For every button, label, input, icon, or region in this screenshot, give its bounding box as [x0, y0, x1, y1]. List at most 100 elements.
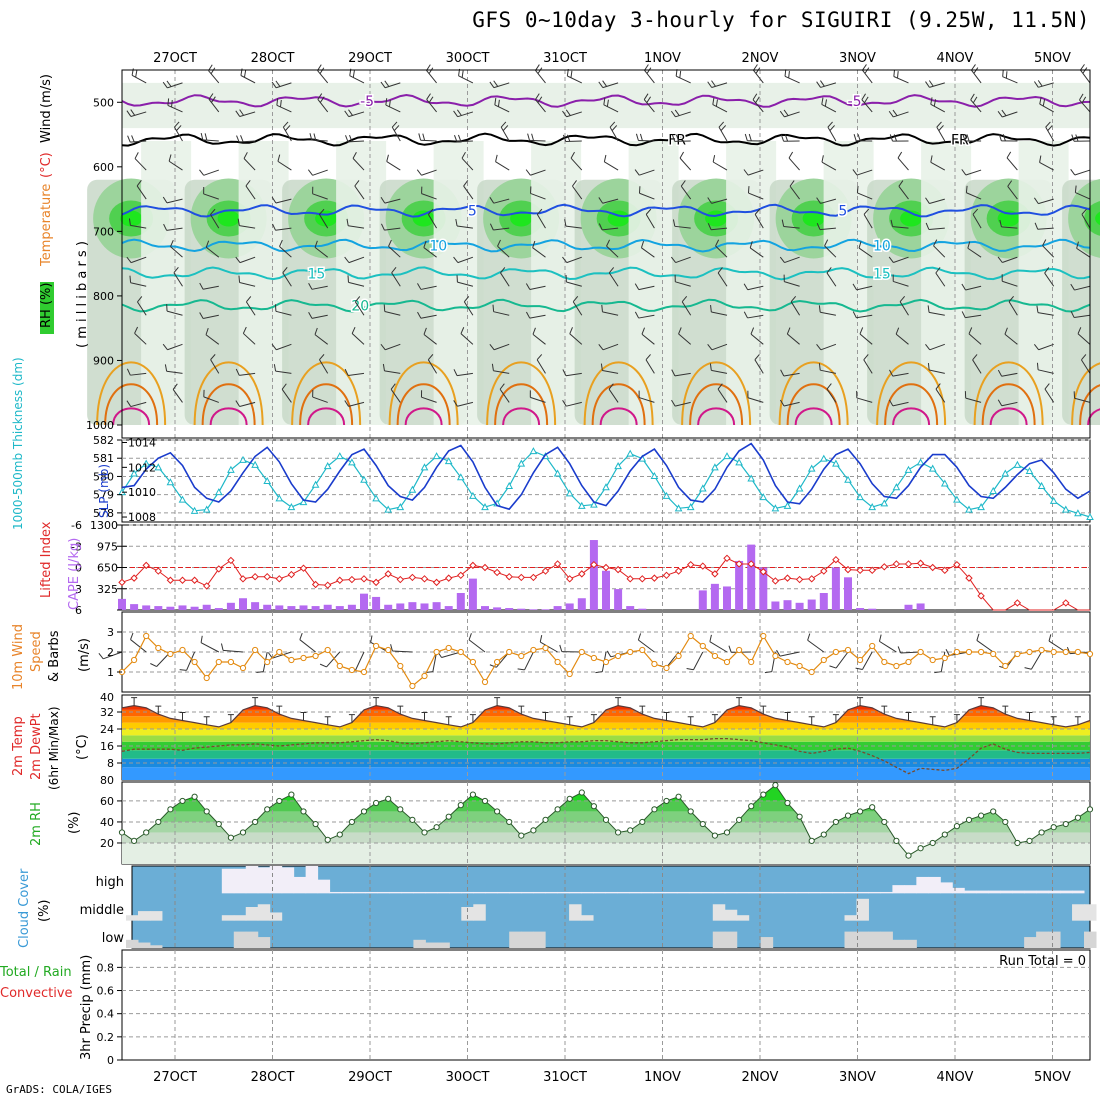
slp-marker — [989, 486, 998, 494]
rh-shade-band — [217, 210, 240, 227]
upper-wind-barb-feather — [176, 125, 182, 131]
middle-cloud-bar — [1072, 904, 1085, 921]
high-cloud-bar — [748, 891, 762, 894]
wind-speed-marker — [893, 662, 900, 670]
bottom-date-label: 28OCT — [251, 1070, 295, 1085]
axis-tick-label: 1 — [107, 666, 114, 679]
upper-wind-barb — [1042, 245, 1055, 258]
wind-speed-marker — [1050, 648, 1057, 656]
upper-wind-barb-feather — [453, 256, 459, 263]
upper-wind-barb — [715, 245, 728, 258]
cape-bar — [311, 606, 320, 610]
upper-wind-barb — [312, 169, 328, 176]
high-cloud-bar — [401, 891, 414, 894]
rh-marker — [143, 829, 150, 836]
upper-wind-barb-feather — [237, 218, 240, 226]
rh-marker — [433, 824, 440, 831]
rh-marker — [397, 806, 404, 813]
upper-wind-barb — [826, 272, 837, 287]
upper-wind-barb-feather — [781, 219, 785, 227]
lifted-index-marker — [190, 576, 199, 584]
cape-bar — [456, 593, 465, 610]
cape-bar — [493, 607, 502, 610]
upper-wind-barb — [1037, 312, 1054, 316]
slp-marker — [227, 465, 235, 473]
slp-marker — [360, 475, 368, 483]
upper-wind-barb-feather — [535, 64, 540, 71]
slp-marker — [335, 452, 344, 460]
upper-wind-barb-feather — [307, 169, 313, 176]
upper-wind-barb — [898, 186, 909, 200]
upper-wind-barb — [354, 301, 365, 316]
upper-wind-barb — [1076, 247, 1091, 258]
upper-wind-barb-feather — [127, 135, 131, 143]
boundary-layer-isotherm — [486, 361, 557, 426]
isotherm-label: -5 — [848, 94, 862, 110]
upper-wind-barb — [427, 359, 438, 374]
upper-wind-barb — [711, 369, 728, 374]
rh-marker — [760, 791, 767, 798]
upper-wind-barb — [892, 226, 909, 229]
upper-wind-barb — [750, 333, 764, 345]
rh-marker — [929, 839, 936, 847]
boundary-layer-isotherm — [778, 361, 849, 426]
slp-marker — [856, 493, 864, 501]
upper-wind-barb-feather — [639, 133, 643, 141]
upper-wind-barb-feather — [634, 311, 640, 319]
high-cloud-bar — [1024, 890, 1037, 894]
boundary-layer-isotherm — [981, 383, 1036, 426]
wind-speed-marker — [820, 656, 827, 664]
upper-wind-barb-feather — [646, 96, 651, 103]
upper-wind-barb-feather — [749, 241, 753, 249]
wind-speed-marker — [1014, 650, 1021, 658]
upper-wind-barb-feather — [1039, 155, 1042, 163]
boundary-layer-isotherm — [1071, 362, 1100, 426]
upper-wind-barb-feather — [205, 240, 210, 248]
upper-wind-barb-feather — [388, 239, 392, 247]
upper-wind-barb-feather — [598, 197, 604, 204]
cape-bar — [214, 608, 223, 610]
isotherm-label: 10 — [873, 239, 891, 255]
wind-speed-marker — [264, 658, 271, 666]
upper-wind-barb-feather — [535, 93, 540, 100]
lifted-index-marker — [420, 575, 429, 583]
upper-wind-barb-feather — [897, 151, 903, 159]
upper-wind-barb — [1079, 99, 1091, 113]
middle-cloud-bar — [1084, 904, 1097, 921]
upper-wind-barb — [134, 158, 147, 171]
surface-wind-barb-feather — [150, 663, 157, 667]
upper-wind-barb — [820, 82, 837, 88]
cape-bar — [190, 606, 199, 610]
upper-wind-barb — [529, 314, 546, 319]
upper-wind-barb — [820, 343, 837, 351]
upper-wind-barb — [458, 75, 474, 84]
bottom-date-labels: 27OCT 28OCT 29OCT 30OCT 31OCT 1NOV 2NOV 3NOV 4NO… — [153, 1070, 1071, 1085]
upper-wind-barb-feather — [997, 256, 1003, 263]
slp-marker — [928, 464, 937, 472]
axis-tick-label: 16 — [100, 740, 114, 753]
upper-wind-barb — [935, 388, 946, 403]
surface-wind-barb — [299, 639, 316, 653]
rh-marker — [155, 818, 162, 826]
low-cloud-bar — [724, 931, 738, 948]
cape-bar — [602, 570, 610, 610]
upper-wind-barb-feather — [720, 125, 727, 131]
low-level-label: low — [102, 931, 125, 946]
wind-speed-marker — [445, 644, 452, 652]
upper-wind-barb — [1080, 69, 1091, 84]
upper-wind-barb-feather — [170, 239, 174, 247]
lifted-index-marker — [868, 566, 876, 575]
wind-speed-marker — [808, 668, 815, 676]
surface-wind-barb — [223, 649, 244, 653]
lifted-index-marker — [263, 573, 271, 581]
top-date-label: 29OCT — [348, 51, 392, 66]
upper-wind-barb-feather — [1042, 239, 1047, 246]
axis-tick-label: 700 — [93, 225, 114, 238]
upper-wind-barb-feather — [818, 305, 821, 313]
axis-tick-label: 580 — [93, 470, 114, 483]
wind-speed-marker — [312, 652, 319, 660]
upper-wind-barb — [167, 82, 183, 89]
upper-wind-barb-feather — [562, 369, 567, 376]
upper-wind-barb-feather — [537, 67, 543, 74]
upper-wind-barb-feather — [126, 368, 131, 376]
